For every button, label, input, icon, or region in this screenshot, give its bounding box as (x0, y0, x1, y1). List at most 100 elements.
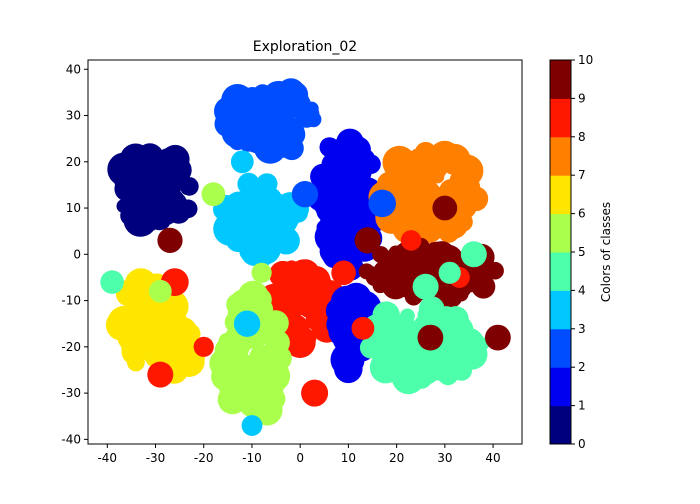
scatter-point (262, 80, 296, 114)
scatter-point (256, 233, 269, 246)
colorbar-tick-label: 0 (578, 437, 586, 451)
colorbar-tick-label: 6 (578, 207, 586, 221)
colorbar-segment (550, 290, 571, 330)
scatter-point (293, 280, 309, 296)
scatter-point (324, 214, 354, 243)
scatter-point (417, 324, 444, 351)
scatter-point (438, 261, 461, 284)
scatter-point (247, 388, 267, 408)
colorbar-segment (550, 367, 571, 407)
colorbar-tick-label: 5 (578, 245, 586, 259)
scatter-point (233, 287, 262, 316)
scatter-point (229, 360, 260, 391)
scatter-point (354, 227, 381, 254)
scatter-point (305, 296, 333, 324)
colorbar-segment (550, 213, 571, 253)
colorbar-segment (550, 405, 571, 445)
colorbar-tick-label: 9 (578, 91, 586, 105)
scatter-point (151, 200, 164, 213)
scatter-point (219, 219, 241, 241)
colorbar-segment (550, 328, 571, 368)
x-tick-label: 10 (341, 451, 356, 465)
y-tick-label: -30 (61, 386, 81, 400)
scatter-point (148, 279, 172, 303)
scatter-point (301, 379, 329, 407)
colorbar: 0 1 2 3 4 5 6 7 8 9 10 (549, 53, 593, 451)
scatter-point (398, 248, 423, 273)
scatter-point (471, 274, 496, 299)
scatter-point (432, 195, 458, 221)
scatter-point (239, 239, 263, 263)
scatter-point (147, 361, 174, 388)
plot-frame (87, 59, 523, 445)
scatter-point (251, 262, 272, 283)
y-tick-label: -10 (61, 294, 81, 308)
scatter-point (319, 277, 333, 291)
x-axis: -40 -30 -20 -10 0 10 20 30 40 (97, 444, 501, 465)
scatter-point (121, 186, 148, 213)
scatter-point (443, 332, 466, 356)
scatter-point (130, 154, 152, 175)
y-tick-label: 10 (66, 201, 81, 215)
colorbar-tick-label: 8 (578, 130, 586, 144)
scatter-point (136, 339, 152, 356)
colorbar-segment (550, 252, 571, 291)
scatter-point (286, 291, 305, 310)
scatter-point (305, 111, 322, 128)
y-tick-label: 0 (73, 247, 81, 261)
x-tick-label: -10 (242, 451, 262, 465)
scatter-point (114, 171, 130, 187)
scatter-point (201, 182, 226, 207)
scatter-point (439, 143, 471, 176)
scatter-point (246, 129, 267, 150)
colorbar-tick-label: 2 (578, 360, 586, 374)
chart-title: Exploration_02 (253, 39, 357, 55)
scatter-point (375, 351, 389, 365)
scatter-point (388, 271, 405, 288)
colorbar-tick-label: 1 (578, 399, 586, 413)
scatter-point (391, 361, 425, 395)
y-tick-label: 20 (66, 155, 81, 169)
x-tick-label: 20 (389, 451, 404, 465)
x-tick-label: 0 (296, 451, 304, 465)
scatter-point (329, 173, 357, 201)
scatter-point (282, 123, 306, 146)
scatter-point (388, 335, 409, 356)
scatter-point (460, 241, 487, 268)
scatter-point (485, 324, 511, 351)
y-tick-label: 30 (66, 109, 81, 123)
scatter-point (331, 260, 356, 286)
y-tick-label: 40 (66, 62, 81, 76)
colorbar-segment (550, 98, 571, 138)
scatter-point (431, 170, 445, 184)
scatter-point (237, 172, 260, 196)
scatter-point (368, 335, 391, 358)
scatter-point (430, 361, 450, 381)
y-tick-label: -20 (61, 340, 81, 354)
scatter-point (126, 310, 158, 343)
scatter-point (180, 182, 193, 195)
scatter-point (339, 149, 364, 173)
colorbar-segment (550, 60, 571, 99)
colorbar-tick-label: 3 (578, 322, 586, 336)
scatter-point (403, 153, 432, 183)
y-axis: -40 -30 -20 -10 0 10 20 30 40 (61, 62, 88, 446)
colorbar-tick-label: 7 (578, 168, 586, 182)
scatter-point (221, 117, 253, 148)
scatter-point (451, 359, 472, 381)
x-tick-label: -40 (97, 451, 117, 465)
scatter-point (449, 167, 478, 197)
scatter-point (412, 273, 439, 300)
scatter-point (230, 150, 254, 174)
scatter-point (351, 316, 375, 340)
points-layer (100, 78, 511, 436)
colorbar-tick-label: 4 (578, 283, 586, 297)
scatter-point (266, 345, 292, 371)
x-tick-label: -30 (146, 451, 166, 465)
scatter-point (313, 191, 340, 218)
scatter-point (250, 209, 278, 237)
scatter-point (175, 327, 196, 347)
scatter-point (241, 415, 263, 436)
scatter-point (126, 353, 145, 372)
